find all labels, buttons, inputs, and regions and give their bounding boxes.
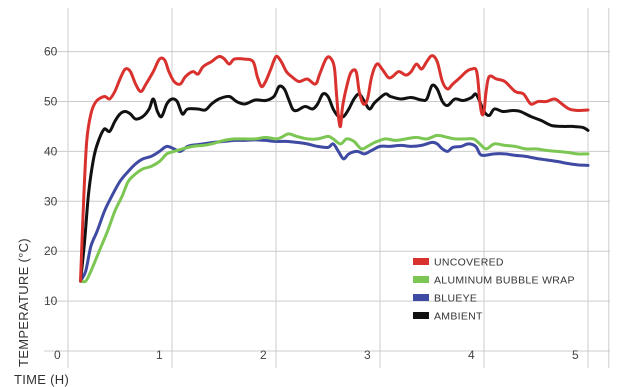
legend-swatch xyxy=(413,312,429,319)
y-tick-label: 50 xyxy=(44,95,58,109)
grid xyxy=(44,8,610,368)
y-tick-label: 60 xyxy=(44,45,58,59)
x-tick-labels: 0 1 2 3 4 5 xyxy=(54,348,579,362)
series-line-blueye xyxy=(79,138,590,283)
x-tick-label: 2 xyxy=(260,348,267,362)
x-tick-label: 0 xyxy=(54,348,61,362)
y-tick-label: 10 xyxy=(44,294,58,308)
legend: UNCOVERED ALUMINUM BUBBLE WRAP BLUEYE AMBIE… xyxy=(413,257,575,323)
y-axis-title: TEMPERATURE (°C) xyxy=(16,238,31,367)
x-tick-label: 1 xyxy=(156,348,163,362)
y-tick-labels: 10 20 30 40 50 60 xyxy=(44,45,58,309)
x-tick-label: 3 xyxy=(364,348,371,362)
legend-swatch xyxy=(413,276,429,283)
y-tick-label: 40 xyxy=(44,144,58,158)
series-lines xyxy=(79,54,590,284)
series-line-aluminum-bubble-wrap xyxy=(79,132,590,284)
y-tick-label: 30 xyxy=(44,194,58,208)
legend-label: ALUMINUM BUBBLE WRAP xyxy=(434,275,575,287)
legend-swatch xyxy=(413,294,429,301)
legend-label: UNCOVERED xyxy=(434,257,504,269)
x-tick-label: 5 xyxy=(572,348,579,362)
x-tick-label: 4 xyxy=(468,348,475,362)
series-line-uncovered xyxy=(79,54,590,283)
x-axis-title: TIME (H) xyxy=(14,372,69,387)
legend-label: AMBIENT xyxy=(434,311,483,323)
y-tick-label: 20 xyxy=(44,244,58,258)
legend-swatch xyxy=(413,258,429,265)
legend-label: BLUEYE xyxy=(434,293,477,305)
